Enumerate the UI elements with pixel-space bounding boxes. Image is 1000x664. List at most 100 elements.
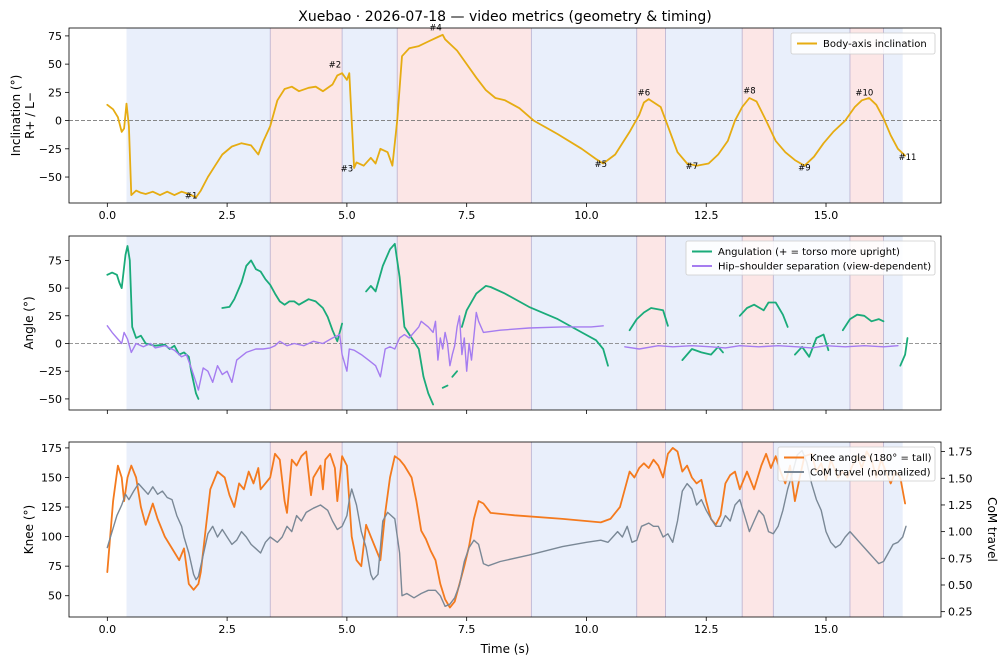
y2-tick-label: 1.00 — [948, 526, 973, 539]
phase-span-red — [270, 28, 343, 203]
phase-span-blue — [883, 28, 903, 203]
legend: Angulation (+ = torso more upright) Hip–s… — [685, 240, 936, 276]
figure-title: Xuebao · 2026-07-18 — video metrics (geo… — [298, 9, 712, 25]
x-tick-label: 5.0 — [338, 209, 356, 222]
x-axis-label: Time (s) — [480, 642, 530, 656]
x-tick-label: 0.0 — [99, 209, 117, 222]
plot-frame — [68, 441, 942, 618]
panel-2: −50 −25 0 25 50 75 Angle (°) Angulation (+ = to… — [22, 235, 942, 414]
y-tick-label: 125 — [41, 501, 62, 514]
annotation-n3: #3 — [341, 164, 354, 174]
y2-tick-label: 0.50 — [948, 579, 973, 592]
series-line-angulation-6 — [461, 285, 609, 367]
phase-span-red — [636, 28, 666, 203]
y-tick-label: 25 — [48, 310, 62, 323]
annotation-n9: #9 — [798, 163, 811, 173]
legend-box — [777, 446, 936, 482]
legend-box — [790, 32, 936, 55]
y-tick-label: 75 — [48, 560, 62, 573]
phase-span-blue — [665, 28, 743, 203]
x-tick-label: 7.5 — [458, 623, 476, 636]
y-tick-label: 50 — [48, 282, 62, 295]
y-tick-label: 50 — [48, 58, 62, 71]
series-line-angulation-9 — [738, 301, 789, 328]
panel-3: 0.0 2.5 5.0 7.5 10.0 12.5 15.0 50 75 100 125 150 175… — [22, 441, 999, 636]
annotation-n1: #1 — [185, 191, 198, 201]
y-tick-label: 75 — [48, 30, 62, 43]
legend-label-inclination: Body-axis inclination — [823, 39, 927, 50]
y-tick-label: 0 — [55, 338, 62, 351]
series-line-angulation-11 — [841, 313, 885, 332]
phase-span-blue — [342, 236, 398, 410]
x-tick-label: 10.0 — [574, 209, 599, 222]
phase-span-red — [397, 236, 532, 410]
series-line-inclination-1 — [106, 33, 906, 199]
phase-span-red — [397, 442, 532, 617]
phase-span-red — [270, 236, 343, 410]
legend-box — [685, 240, 936, 276]
series-line-angulation-4 — [441, 384, 449, 389]
legend: Body-axis inclination — [790, 32, 936, 55]
series-line-separation-2 — [624, 345, 899, 350]
legend-label-separation: Hip–shoulder separation (view-dependent) — [718, 262, 931, 273]
panels: #1#2#3#4#5#6#7#8#9#10#110.0 2.5 5.0 7.5 10.0… — [9, 23, 999, 636]
series-line-angulation-5 — [451, 370, 458, 378]
legend-label-knee: Knee angle (180° = tall) — [810, 453, 932, 464]
y2-tick-label: 0.25 — [948, 606, 973, 619]
x-tick-label: 5.0 — [338, 623, 356, 636]
series-line-separation-1 — [106, 311, 604, 391]
phase-span-blue — [126, 28, 271, 203]
y-axis-sublabel: R+ / L− — [23, 92, 37, 139]
annotation-n2: #2 — [329, 61, 342, 71]
phase-span-blue — [531, 442, 637, 617]
y2-axis-label: CoM travel — [985, 497, 999, 562]
y-axis-label: Inclination (°) — [9, 75, 23, 157]
x-tick-label: 15.0 — [814, 623, 839, 636]
annotation-n10: #10 — [855, 89, 873, 99]
phase-span-blue — [883, 236, 903, 410]
annotation-n5: #5 — [595, 160, 608, 170]
series-line-angulation-3 — [365, 242, 434, 406]
phase-span-red — [636, 236, 666, 410]
y-tick-label: −25 — [39, 365, 62, 378]
phase-span-blue — [773, 28, 850, 203]
y-tick-label: −50 — [39, 393, 62, 406]
x-tick-label: 2.5 — [218, 209, 236, 222]
x-tick-label: 15.0 — [814, 209, 839, 222]
x-tick-label: 7.5 — [458, 209, 476, 222]
phase-span-red — [270, 442, 343, 617]
annotation-n7: #7 — [686, 162, 699, 172]
y-tick-label: 0 — [55, 115, 62, 128]
y2-tick-label: 1.75 — [948, 446, 973, 459]
x-tick-label: 10.0 — [574, 623, 599, 636]
y-tick-label: −50 — [39, 171, 62, 184]
phase-span-blue — [883, 442, 903, 617]
y-tick-label: 100 — [41, 531, 62, 544]
legend-label-angulation: Angulation (+ = torso more upright) — [718, 247, 900, 258]
y-tick-label: 25 — [48, 86, 62, 99]
series-line-angulation-2 — [221, 259, 343, 343]
y-tick-label: 75 — [48, 254, 62, 267]
plot-frame — [68, 235, 942, 411]
phase-span-red — [397, 28, 532, 203]
y-tick-label: 150 — [41, 471, 62, 484]
phase-span-blue — [342, 28, 398, 203]
y-axis-label: Angle (°) — [22, 296, 36, 349]
legend: Knee angle (180° = tall) CoM travel (norm… — [777, 446, 936, 482]
panel-1: #1#2#3#4#5#6#7#8#9#10#110.0 2.5 5.0 7.5 10.0… — [9, 23, 942, 222]
x-tick-label: 12.5 — [694, 623, 719, 636]
phase-span-blue — [665, 442, 743, 617]
phase-span-red — [742, 28, 774, 203]
series-line-angulation-12 — [899, 337, 909, 367]
y-axis-label: Knee (°) — [22, 505, 36, 554]
phase-span-red — [849, 28, 884, 203]
y2-tick-label: 0.75 — [948, 552, 973, 565]
legend-label-com: CoM travel (normalized) — [810, 468, 931, 479]
phase-span-blue — [531, 236, 637, 410]
annotation-n11: #11 — [898, 153, 916, 163]
annotation-n8: #8 — [743, 86, 756, 96]
annotation-n6: #6 — [638, 89, 651, 99]
y2-tick-label: 1.25 — [948, 499, 973, 512]
y-tick-label: −25 — [39, 143, 62, 156]
x-tick-label: 0.0 — [99, 623, 117, 636]
